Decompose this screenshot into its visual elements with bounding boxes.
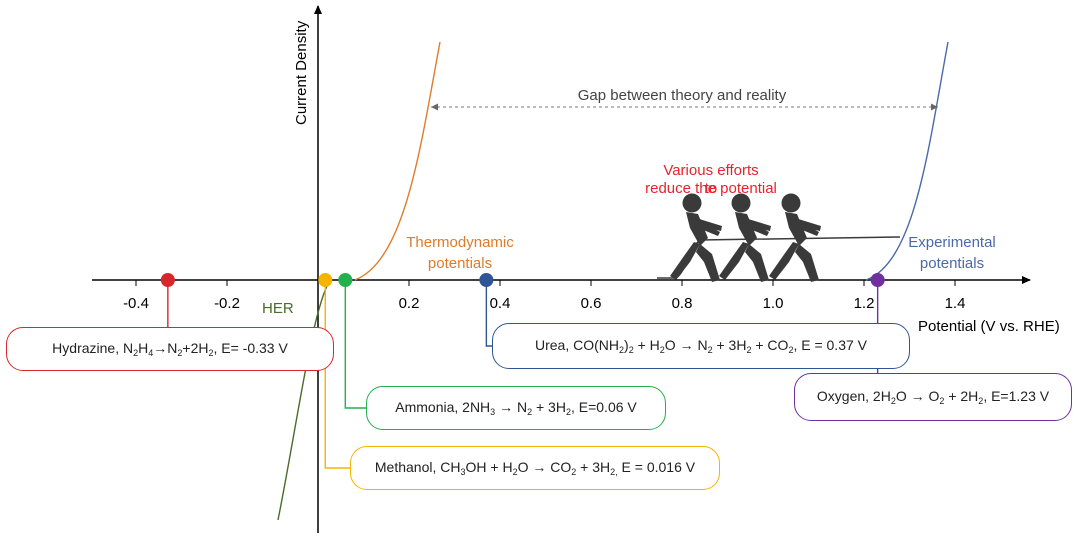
experimental-label-line1: Experimental xyxy=(908,234,996,251)
hydrazine-reaction-box: Hydrazine, N2H4→N2+2H2, E= -0.33 V xyxy=(6,327,334,371)
methanol-reaction-label: Methanol, CH3OH + H2O → CO2 + 3H2, E = 0… xyxy=(374,459,696,477)
ammonia-reaction-label: Ammonia, 2NH3 → N2 + 3H2, E=0.06 V xyxy=(395,399,637,417)
her-label: HER xyxy=(262,300,294,317)
x-tick-label: 0.4 xyxy=(490,295,511,312)
x-tick-label: -0.2 xyxy=(214,295,240,312)
hydrazine-marker xyxy=(160,273,175,287)
urea-reaction-box: Urea, CO(NH2)2 + H2O → N2 + 3H2 + CO2, E… xyxy=(492,323,910,369)
experimental-curve xyxy=(865,41,949,281)
thermodynamic-curve xyxy=(354,41,441,281)
efforts-label-line1: Various efforts xyxy=(663,162,758,179)
x-tick-label: 0.6 xyxy=(581,295,602,312)
ammonia-marker xyxy=(338,273,353,287)
her-curve xyxy=(277,279,331,521)
x-axis-ticks: -0.4 -0.2 0.2 0.4 0.6 0.8 1.0 1.2 1.4 xyxy=(123,280,965,312)
experimental-label-line2: potentials xyxy=(920,255,984,272)
gap-label: Gap between theory and reality xyxy=(578,87,787,104)
ammonia-connector xyxy=(344,280,366,409)
thermo-label-line2: potentials xyxy=(428,255,492,272)
y-axis-label: Current Density xyxy=(293,20,310,125)
oxygen-marker xyxy=(870,273,885,287)
thermo-label-line1: Thermodynamic xyxy=(406,234,514,251)
urea-reaction-label: Urea, CO(NH2)2 + H2O → N2 + 3H2 + CO2, E… xyxy=(534,337,868,355)
methanol-connector xyxy=(324,280,350,469)
tug-of-war-figures-icon xyxy=(670,193,821,282)
x-tick-label: 1.4 xyxy=(945,295,966,312)
x-tick-label: 1.0 xyxy=(763,295,784,312)
reaction-markers xyxy=(160,273,885,287)
x-tick-label: 0.2 xyxy=(399,295,420,312)
methanol-marker xyxy=(318,273,333,287)
hydrazine-reaction-label: Hydrazine, N2H4→N2+2H2, E= -0.33 V xyxy=(52,340,288,358)
oxygen-reaction-box: Oxygen, 2H2O → O2 + 2H2, E=1.23 V xyxy=(794,373,1072,421)
x-axis-label: Potential (V vs. RHE) xyxy=(918,318,1060,335)
ammonia-reaction-box: Ammonia, 2NH3 → N2 + 3H2, E=0.06 V xyxy=(366,386,666,430)
oxygen-reaction-label: Oxygen, 2H2O → O2 + 2H2, E=1.23 V xyxy=(816,388,1050,406)
urea-connector xyxy=(485,280,492,347)
x-tick-label: -0.4 xyxy=(123,295,149,312)
efforts-label-line3: reduce the potential xyxy=(645,180,777,197)
x-tick-label: 0.8 xyxy=(672,295,693,312)
efforts-label-line2: to xyxy=(705,180,718,197)
x-tick-label: 1.2 xyxy=(854,295,875,312)
methanol-reaction-box: Methanol, CH3OH + H2O → CO2 + 3H2, E = 0… xyxy=(350,446,720,490)
urea-marker xyxy=(479,273,494,287)
